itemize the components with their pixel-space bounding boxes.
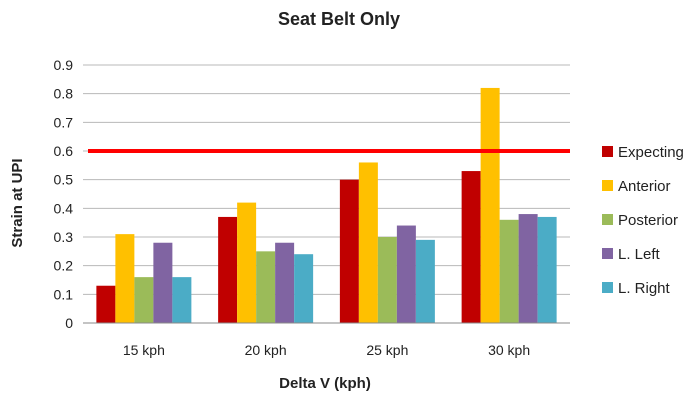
bar	[275, 242, 295, 323]
legend: Expecting Anterior Posterior L. Left L. Righ…	[602, 144, 684, 297]
bar	[499, 219, 519, 323]
bar	[294, 254, 314, 323]
bar	[461, 171, 481, 323]
legend-label: Expecting	[618, 144, 684, 161]
x-tick-label: 15 kph	[123, 342, 165, 358]
legend-swatch	[602, 146, 613, 157]
x-axis-ticks: 15 kph 20 kph 25 kph 30 kph	[123, 342, 530, 358]
y-tick-label: 0.3	[54, 229, 74, 245]
chart-title: Seat Belt Only	[278, 9, 400, 29]
x-tick-label: 25 kph	[366, 342, 408, 358]
legend-label: L. Left	[618, 246, 661, 263]
legend-swatch	[602, 180, 613, 191]
bar	[172, 277, 192, 323]
y-tick-label: 0	[65, 315, 73, 331]
y-axis-title: Strain at UPI	[9, 158, 26, 247]
y-tick-label: 0.9	[54, 57, 74, 73]
x-tick-label: 20 kph	[245, 342, 287, 358]
y-tick-label: 0.7	[54, 114, 74, 130]
y-tick-label: 0.5	[54, 172, 74, 188]
legend-swatch	[602, 282, 613, 293]
bar	[537, 216, 557, 323]
bar	[153, 242, 173, 323]
y-tick-label: 0.1	[54, 286, 74, 302]
legend-swatch	[602, 248, 613, 259]
bar	[396, 225, 416, 323]
legend-label: Anterior	[618, 178, 671, 195]
x-axis-title: Delta V (kph)	[279, 375, 371, 392]
bar	[358, 162, 378, 323]
y-axis-ticks: 0 0.1 0.2 0.3 0.4 0.5 0.6 0.7 0.8 0.9	[54, 57, 74, 331]
bar	[415, 239, 435, 323]
bar	[134, 277, 154, 323]
legend-label: L. Right	[618, 280, 671, 297]
bar	[377, 237, 397, 323]
bar	[237, 202, 257, 323]
y-tick-label: 0.4	[54, 200, 74, 216]
bar	[339, 179, 359, 323]
y-tick-label: 0.2	[54, 258, 74, 274]
bar	[256, 251, 276, 323]
bar	[518, 214, 538, 323]
bars	[96, 87, 557, 323]
bar	[115, 234, 135, 323]
x-tick-label: 30 kph	[488, 342, 530, 358]
bar	[96, 285, 116, 323]
legend-swatch	[602, 214, 613, 225]
y-tick-label: 0.6	[54, 143, 74, 159]
bar	[218, 216, 238, 323]
legend-label: Posterior	[618, 212, 678, 229]
bar	[480, 87, 500, 323]
y-tick-label: 0.8	[54, 86, 74, 102]
